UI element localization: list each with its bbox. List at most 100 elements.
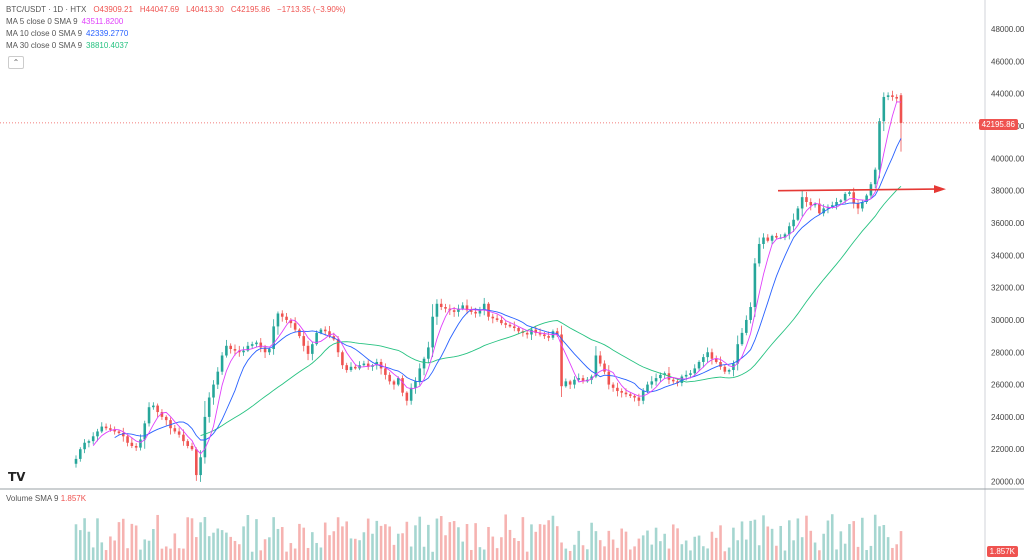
volume-bar bbox=[598, 540, 602, 560]
symbol-label[interactable]: BTC/USDT · 1D · HTX bbox=[6, 5, 87, 14]
candle-body bbox=[439, 303, 443, 308]
ohlc-change: −1713.35 (−3.90%) bbox=[277, 5, 346, 14]
candle-body bbox=[302, 336, 306, 346]
volume-bar bbox=[861, 517, 864, 560]
candle-body bbox=[422, 358, 426, 369]
indicator-ma10[interactable]: MA 10 close 0 SMA 9 42339.2770 bbox=[6, 28, 349, 40]
volume-bar bbox=[843, 543, 847, 560]
candle-body bbox=[237, 350, 241, 353]
candle-body bbox=[555, 331, 559, 335]
volume-bar bbox=[384, 524, 387, 560]
volume-bar bbox=[87, 531, 91, 560]
candle-body bbox=[611, 384, 615, 388]
indicator-ma30[interactable]: MA 30 close 0 SMA 9 38810.4037 bbox=[6, 40, 349, 52]
candle-body bbox=[835, 201, 838, 206]
volume-bar bbox=[719, 525, 722, 560]
candle-body bbox=[465, 305, 469, 311]
candle-body bbox=[83, 442, 86, 450]
candle-body bbox=[388, 374, 391, 382]
candle-body bbox=[818, 203, 821, 214]
collapse-legend-button[interactable]: ⌃ bbox=[8, 56, 24, 69]
candle-body bbox=[173, 428, 177, 432]
volume-bar bbox=[680, 544, 684, 560]
candle-body bbox=[805, 197, 808, 202]
candle-body bbox=[392, 381, 396, 385]
volume-bar bbox=[594, 531, 598, 560]
volume-bar bbox=[121, 518, 125, 560]
volume-bar bbox=[117, 522, 121, 560]
candle-body bbox=[689, 373, 692, 375]
volume-bar bbox=[169, 548, 172, 560]
candle-body bbox=[91, 436, 95, 442]
candle-body bbox=[414, 381, 417, 388]
volume-bar bbox=[779, 525, 782, 560]
indicator-ma5[interactable]: MA 5 close 0 SMA 9 43511.8200 bbox=[6, 16, 349, 28]
candle-body bbox=[182, 434, 185, 442]
volume-bar bbox=[637, 538, 641, 560]
volume-bar bbox=[289, 543, 293, 560]
candle-body bbox=[444, 307, 447, 309]
volume-bar bbox=[143, 539, 147, 560]
candle-body bbox=[199, 457, 202, 476]
candle-body bbox=[783, 234, 787, 238]
candle-body bbox=[500, 319, 503, 324]
candle-body bbox=[762, 237, 765, 244]
volume-bar bbox=[551, 515, 555, 560]
candle-body bbox=[134, 445, 138, 448]
candle-body bbox=[787, 226, 791, 235]
volume-bar bbox=[740, 521, 744, 560]
volume-legend[interactable]: Volume SMA 9 1.857K bbox=[6, 494, 86, 503]
candle-body bbox=[130, 442, 134, 446]
candle-body bbox=[478, 310, 482, 314]
candle-body bbox=[530, 329, 533, 335]
candle-body bbox=[375, 361, 379, 366]
volume-bar bbox=[848, 524, 851, 560]
volume-bar bbox=[345, 521, 348, 560]
candle-body bbox=[117, 431, 121, 434]
volume-bar bbox=[457, 527, 460, 560]
candle-body bbox=[749, 307, 752, 320]
volume-bar bbox=[573, 544, 576, 560]
ma5-line bbox=[92, 101, 902, 455]
candle-body bbox=[856, 203, 860, 209]
symbol-ohlc-row[interactable]: BTC/USDT · 1D · HTX O43909.21 H44047.69 … bbox=[6, 4, 349, 16]
candle-body bbox=[753, 263, 757, 308]
candle-body bbox=[620, 391, 623, 393]
candle-body bbox=[427, 347, 430, 359]
tradingview-logo[interactable]: TV bbox=[8, 470, 26, 484]
volume-bar bbox=[276, 528, 280, 560]
candle-body bbox=[113, 429, 116, 432]
volume-value-tag: 1.857K bbox=[986, 546, 1018, 557]
volume-bar bbox=[586, 549, 589, 560]
candle-body bbox=[616, 387, 619, 392]
candle-body bbox=[250, 344, 254, 346]
candle-body bbox=[637, 397, 641, 401]
candle-body bbox=[435, 303, 439, 317]
volume-bar bbox=[470, 549, 473, 560]
candle-body bbox=[590, 376, 593, 380]
candle-body bbox=[345, 365, 348, 371]
volume-legend-value: 1.857K bbox=[60, 494, 87, 503]
volume-bar bbox=[856, 546, 860, 560]
volume-bar bbox=[616, 547, 619, 560]
volume-bar bbox=[899, 531, 903, 560]
volume-bar bbox=[517, 541, 520, 560]
candle-body bbox=[878, 121, 881, 170]
volume-bar bbox=[538, 524, 542, 560]
candle-body bbox=[268, 349, 271, 353]
candle-body bbox=[843, 193, 847, 201]
volume-bar bbox=[684, 540, 688, 560]
candle-body bbox=[848, 192, 851, 194]
volume-bar bbox=[315, 542, 318, 560]
candle-body bbox=[405, 392, 409, 401]
volume-bar bbox=[882, 524, 886, 560]
volume-bar bbox=[113, 540, 116, 560]
y-tick-label: 24000.00 bbox=[991, 413, 1024, 422]
volume-bar bbox=[465, 524, 469, 560]
candle-body bbox=[474, 311, 477, 314]
candle-body bbox=[143, 423, 147, 440]
candle-body bbox=[577, 378, 581, 380]
indicator-value: 38810.4037 bbox=[86, 41, 129, 50]
